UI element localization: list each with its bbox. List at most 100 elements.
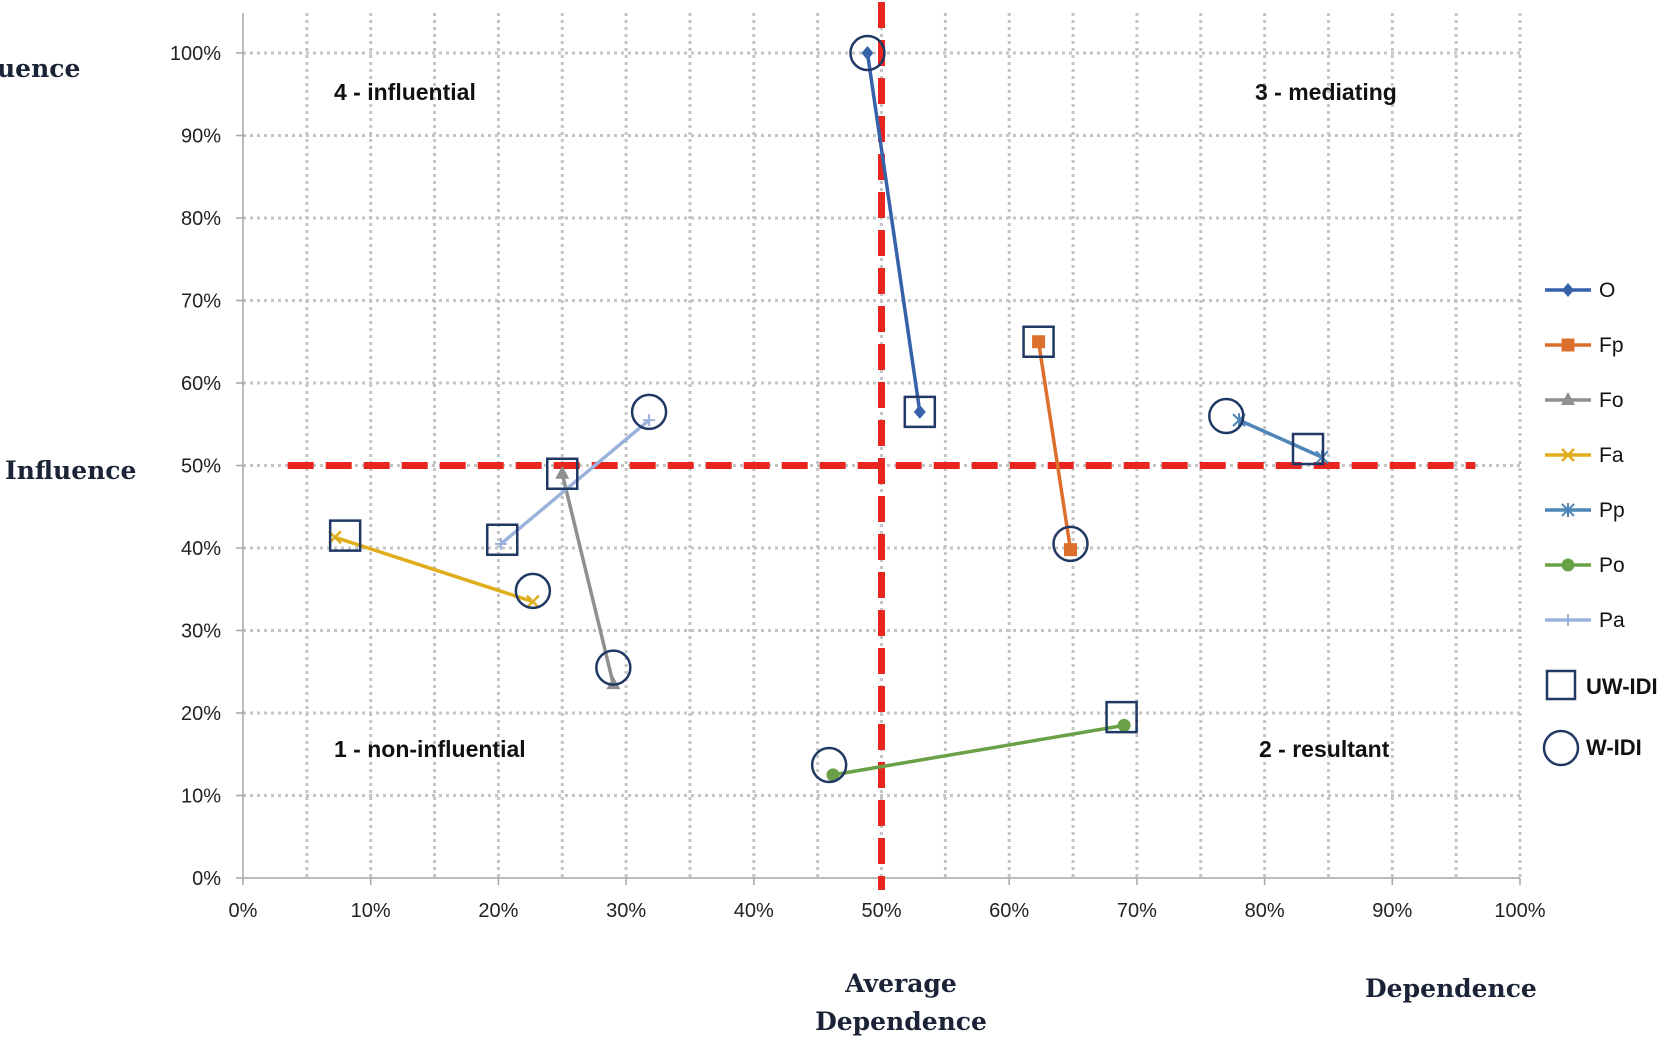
legend-label: Fa <box>1599 444 1624 467</box>
quadrant-label-influential: 4 - influential <box>334 79 476 105</box>
w-idi-circle <box>630 393 668 431</box>
average-dependence-label-line1: Average <box>844 969 957 998</box>
series-o-line <box>865 52 922 413</box>
series-o-point <box>861 46 874 60</box>
legend-swatch-marker <box>1562 283 1574 297</box>
legend-square-symbol <box>1545 669 1577 701</box>
series-pa-point <box>643 414 656 427</box>
legend-item-o: O <box>1545 279 1615 302</box>
plus-marker-shape <box>1562 614 1574 626</box>
series-fp-point <box>1063 543 1077 557</box>
x-tick-label: 20% <box>478 900 518 922</box>
w-idi-circle <box>514 572 552 610</box>
w-idi-circle <box>1052 525 1089 563</box>
y-tick-label: 0% <box>192 868 221 890</box>
x-tick-label: 90% <box>1372 900 1412 922</box>
legend-item-pa: Pa <box>1545 609 1625 632</box>
tick-labels: 0% 10% 20% 30% 40% 50% 60% 70% 80% 90% 100% 0% 10% 20… <box>170 43 1546 922</box>
uw-idi-square <box>546 457 579 490</box>
legend-item-fa: Fa <box>1545 444 1624 467</box>
data-series <box>328 46 1329 782</box>
average-dependence-label-line2: Dependence <box>815 1007 987 1036</box>
y-tick-label: 20% <box>181 703 221 725</box>
legend-square-label: UW-IDI <box>1586 674 1658 699</box>
asterisk-marker-shape <box>1561 503 1575 517</box>
series-po-point <box>1117 718 1131 732</box>
quadrant-label-resultant: 2 - resultant <box>1259 736 1390 762</box>
series-po <box>826 718 1131 782</box>
legend-swatch-marker <box>1561 392 1575 405</box>
series-fa-point <box>525 594 540 609</box>
series-fp <box>1032 335 1077 557</box>
x-tick-label: 100% <box>1494 900 1545 922</box>
series-fo-point <box>555 465 570 479</box>
x-tick-label: 70% <box>1117 900 1157 922</box>
series-fo <box>555 465 621 690</box>
y-tick-label: 100% <box>170 43 221 65</box>
quadrant-label-non-influential: 1 - non-influential <box>334 736 526 762</box>
x-tick-label: 0% <box>229 900 258 922</box>
circle-marker-shape <box>1561 558 1575 572</box>
series-po-point <box>826 768 840 782</box>
legend-label: Fp <box>1599 334 1624 357</box>
w-idi-circle <box>595 649 632 686</box>
legend-item-fp: Fp <box>1545 334 1624 357</box>
series-pa-point <box>494 537 507 550</box>
legend-circle-label: W-IDI <box>1586 735 1642 760</box>
x-tick-label: 50% <box>861 900 901 922</box>
x-marker-shape <box>1561 448 1575 462</box>
series-fo-point <box>606 676 621 690</box>
y-tick-label: 90% <box>181 126 221 148</box>
legend-item-w-idi: W-IDI <box>1542 729 1642 767</box>
series-fp-line <box>1036 341 1073 550</box>
legend-swatch-marker <box>1561 448 1575 462</box>
diamond-marker-shape <box>861 46 874 60</box>
series-pa-line <box>499 418 651 546</box>
x-marker-shape <box>525 594 540 609</box>
diamond-marker-shape <box>913 404 926 419</box>
y-axis-title: Influence <box>5 456 136 485</box>
series-fp-point <box>1032 335 1046 349</box>
plus-marker-shape <box>494 537 507 550</box>
y-tick-label: 80% <box>181 208 221 230</box>
diamond-marker-shape <box>1562 283 1574 297</box>
x-tick-label: 30% <box>606 900 646 922</box>
square-marker-shape <box>1561 338 1575 352</box>
uw-idi-square <box>903 395 937 429</box>
series-pp-line <box>1238 418 1323 459</box>
legend-label: Pa <box>1599 609 1625 632</box>
y-axis-title-partial: uence <box>0 54 80 83</box>
legend-label: Pp <box>1599 499 1625 522</box>
legend-label: O <box>1599 279 1615 302</box>
y-tick-label: 10% <box>181 786 221 808</box>
uw-idi-square <box>328 519 362 552</box>
series-o-point <box>913 404 926 419</box>
x-tick-label: 40% <box>734 900 774 922</box>
circle-marker-shape <box>826 768 840 782</box>
y-tick-label: 60% <box>181 373 221 395</box>
w-idi-circle <box>849 34 886 72</box>
legend-item-uw-idi: UW-IDI <box>1545 669 1658 701</box>
w-idi-circle <box>1208 397 1245 435</box>
w-idi-circle <box>810 746 848 784</box>
legend-label: Po <box>1599 554 1625 577</box>
legend-swatch-marker <box>1561 503 1575 517</box>
series-fo-line <box>560 473 616 685</box>
x-tick-label: 80% <box>1245 900 1285 922</box>
legend-item-pp: Pp <box>1545 499 1625 522</box>
x-tick-label: 60% <box>989 900 1029 922</box>
y-tick-label: 50% <box>181 456 221 478</box>
y-tick-label: 40% <box>181 538 221 560</box>
series-po-line <box>832 723 1125 777</box>
circle-marker-shape <box>1117 718 1131 732</box>
series-pa <box>494 414 656 550</box>
legend: O Fp Fo Fa Pp Po Pa UW-IDI W-IDI <box>1542 279 1658 767</box>
legend-circle-symbol <box>1542 729 1580 767</box>
legend-swatch-marker <box>1561 338 1575 352</box>
square-marker-shape <box>1063 543 1077 557</box>
legend-swatch-marker <box>1561 558 1575 572</box>
uw-idi-square <box>485 523 519 556</box>
reference-lines <box>287 2 1476 890</box>
